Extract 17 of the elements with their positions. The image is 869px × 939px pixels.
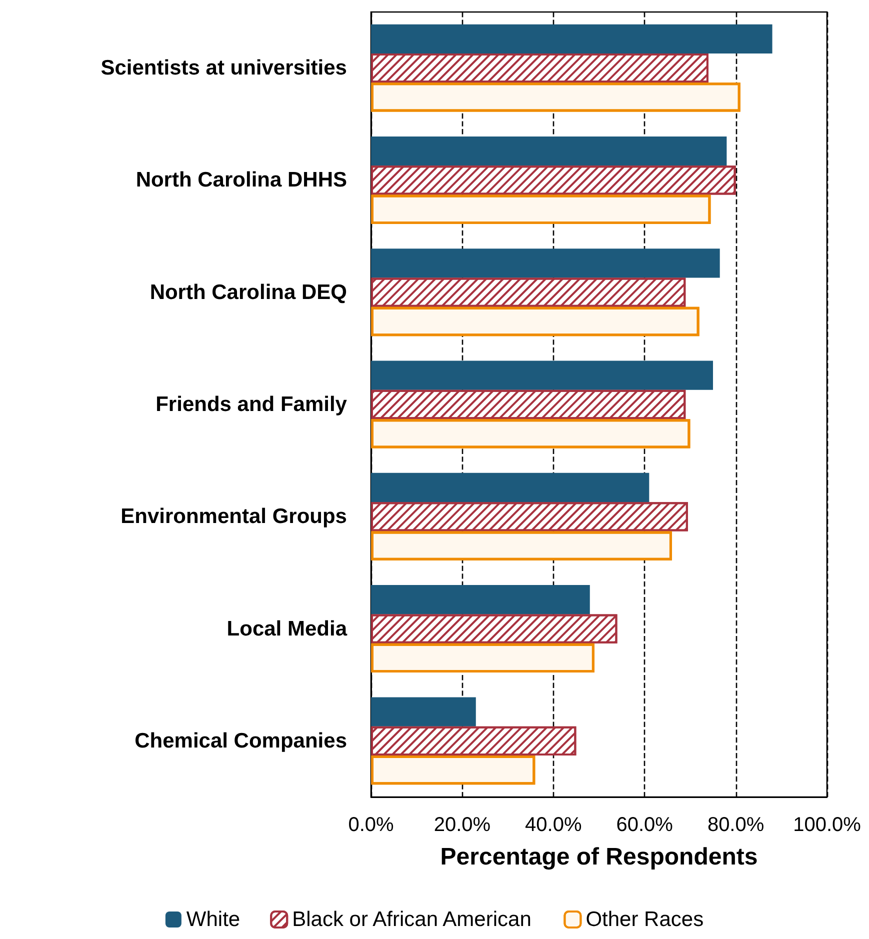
y-tick-label: North Carolina DEQ — [150, 280, 347, 304]
x-tick-label: 0.0% — [348, 814, 394, 836]
x-tick-label: 60.0% — [616, 814, 674, 836]
x-tick-label: 80.0% — [707, 814, 764, 836]
x-axis-title: Percentage of Respondents — [440, 844, 758, 870]
y-tick-label: Friends and Family — [156, 393, 348, 416]
y-tick-label: Chemical Companies — [134, 729, 347, 752]
y-tick-label: Local Media — [226, 617, 348, 640]
x-tick-label: 20.0% — [434, 814, 491, 836]
y-tick-label: North Carolina DHHS — [136, 168, 347, 192]
y-tick-label: Environmental Groups — [120, 505, 347, 528]
legend-label: White — [186, 908, 240, 931]
legend-label: Black or African American — [292, 908, 532, 931]
x-tick-label: 40.0% — [525, 814, 582, 836]
y-tick-label: Scientists at universities — [100, 56, 347, 80]
legend-label: Other Races — [586, 908, 704, 931]
x-tick-label: 100.0% — [793, 814, 862, 836]
